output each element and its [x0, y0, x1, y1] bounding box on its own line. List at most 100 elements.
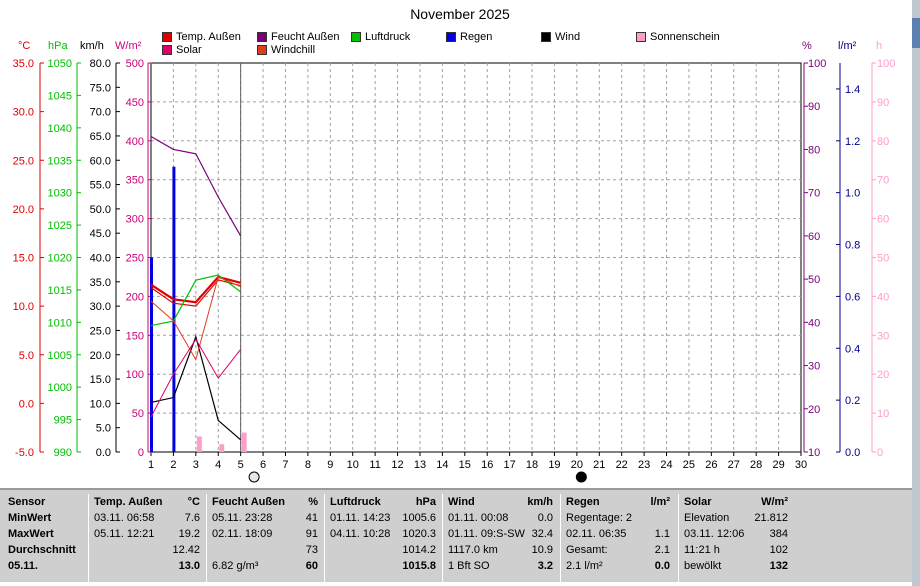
x-tick-label: 8: [305, 459, 311, 471]
axis-label-kmh: 20.0: [90, 350, 111, 362]
axis-label-lm2: 0.2: [845, 395, 860, 407]
axis-label-percent: 70: [808, 188, 820, 200]
axis-label-kmh: 30.0: [90, 301, 111, 313]
x-tick-label: 29: [772, 459, 784, 471]
axis-label-lm2: 0.6: [845, 291, 860, 303]
bar-regen: [172, 166, 176, 452]
legend-item: Temp. Außen: [162, 31, 241, 43]
unit-kmh: km/h: [80, 40, 104, 52]
stats-today-label: 05.11.: [8, 560, 38, 572]
stats-panel: Sensor MinWert MaxWert Durchschnitt 05.1…: [0, 488, 912, 582]
x-tick-label: 16: [481, 459, 493, 471]
legend-label: Wind: [555, 31, 581, 43]
stats-solar-row: 11:21 h 102: [684, 544, 788, 556]
axis-label-hours: 0: [877, 447, 883, 459]
legend-label: Regen: [460, 31, 493, 43]
stats-avg-label: Durchschnitt: [8, 544, 76, 556]
axis-label-percent: 100: [808, 58, 826, 70]
axis-label-hpa: 1025: [48, 220, 72, 232]
stats-solar-row: bewölkt 132: [684, 560, 788, 572]
windchill-swatch: [257, 45, 267, 55]
axis-label-kmh: 5.0: [96, 423, 111, 435]
x-tick-label: 22: [616, 459, 628, 471]
stats-humidity-col: Feucht Außen% 05.11. 23:28 41 02.11. 18:0…: [212, 496, 318, 578]
stats-sensor-header: Sensor: [8, 496, 46, 508]
humidity-swatch: [257, 32, 267, 42]
axis-label-wm2: 150: [126, 330, 144, 342]
stats-wind-col: Wind km/h 01.11. 00:08 0.0 01.11. 09:S-SW 3…: [448, 496, 553, 578]
stats-divider: [88, 494, 89, 582]
x-tick-label: 3: [193, 459, 199, 471]
stats-solar-row: 03.11. 12:06 384: [684, 528, 788, 540]
axis-label-wm2: 250: [126, 253, 144, 265]
axis-label-lm2: 0.4: [845, 343, 860, 355]
axis-label-kmh: 15.0: [90, 374, 111, 386]
stats-divider: [442, 494, 443, 582]
stats-divider: [324, 494, 325, 582]
stats-wind-row: 01.11. 09:S-SW 32.4: [448, 528, 553, 540]
x-tick-label: 14: [436, 459, 448, 471]
axis-label-wm2: 500: [126, 58, 144, 70]
x-tick-label: 24: [660, 459, 672, 471]
legend-item: Luftdruck: [351, 31, 410, 43]
axis-label-percent: 30: [808, 361, 820, 373]
stats-rain-row: 2.1 l/m² 0.0: [566, 560, 670, 572]
legend-label: Sonnenschein: [650, 31, 720, 43]
stats-sensor-col: Sensor MinWert MaxWert Durchschnitt 05.1…: [8, 496, 88, 578]
axis-label-percent: 10: [808, 447, 820, 459]
stats-rain-row: Gesamt: 2.1: [566, 544, 670, 556]
legend-label: Feucht Außen: [271, 31, 340, 43]
stats-max-label: MaxWert: [8, 528, 54, 540]
stats-rain-row: Regentage: 2: [566, 512, 633, 524]
axis-label-kmh: 25.0: [90, 325, 111, 337]
stats-pressure-col: Luftdruck hPa 01.11. 14:23 1005.6 04.11. 1…: [330, 496, 436, 578]
stats-humidity-header: Feucht Außen%: [212, 496, 318, 508]
axis-label-hours: 90: [877, 97, 889, 109]
legend-label: Solar: [176, 44, 202, 56]
axis-label-hours: 20: [877, 369, 889, 381]
axis-label-wm2: 300: [126, 214, 144, 226]
x-tick-label: 17: [503, 459, 515, 471]
legend-item: Regen: [446, 31, 492, 43]
axis-label-hours: 70: [877, 175, 889, 187]
stats-divider: [678, 494, 679, 582]
x-tick-label: 5: [238, 459, 244, 471]
x-tick-label: 10: [347, 459, 359, 471]
stats-wind-row: 1 Bft SO 3.2: [448, 560, 553, 572]
stats-divider: [206, 494, 207, 582]
stats-temp-row: 13.0: [178, 560, 200, 572]
x-tick-label: 1: [148, 459, 154, 471]
stats-wind-row: 01.11. 00:08 0.0: [448, 512, 553, 524]
unit-percent: %: [802, 40, 812, 52]
rain-swatch: [446, 32, 456, 42]
stats-rain-header: Regen l/m²: [566, 496, 670, 508]
stats-wind-header: Wind km/h: [448, 496, 553, 508]
unit-lm2: l/m²: [838, 40, 857, 52]
axis-label-kmh: 40.0: [90, 253, 111, 265]
axis-label-percent: 40: [808, 317, 820, 329]
axis-label-celsius: 30.0: [13, 107, 34, 119]
axis-label-kmh: 50.0: [90, 204, 111, 216]
axis-label-celsius: 5.0: [19, 350, 34, 362]
axis-label-hours: 100: [877, 58, 895, 70]
axis-label-kmh: 35.0: [90, 277, 111, 289]
x-tick-label: 20: [571, 459, 583, 471]
stats-pressure-row: 1014.2: [402, 544, 436, 556]
axis-label-celsius: 10.0: [13, 301, 34, 313]
stats-humidity-row: 73: [305, 544, 318, 556]
axis-label-kmh: 0.0: [96, 447, 111, 459]
axis-label-wm2: 0: [138, 447, 144, 459]
axis-label-hpa: 1005: [48, 350, 72, 362]
x-tick-label: 21: [593, 459, 605, 471]
axis-label-wm2: 100: [126, 369, 144, 381]
axis-label-wm2: 350: [126, 175, 144, 187]
axis-label-kmh: 10.0: [90, 398, 111, 410]
stats-divider: [560, 494, 561, 582]
axis-label-kmh: 65.0: [90, 131, 111, 143]
unit-wm2: W/m²: [115, 40, 142, 52]
stats-humidity-row: 05.11. 23:28 41: [212, 512, 318, 524]
stats-temp-row: 05.11. 12:21 19.2: [94, 528, 200, 540]
pressure-swatch: [351, 32, 361, 42]
stats-solar-header: Solar W/m²: [684, 496, 788, 508]
axis-label-hpa: 1010: [48, 317, 72, 329]
